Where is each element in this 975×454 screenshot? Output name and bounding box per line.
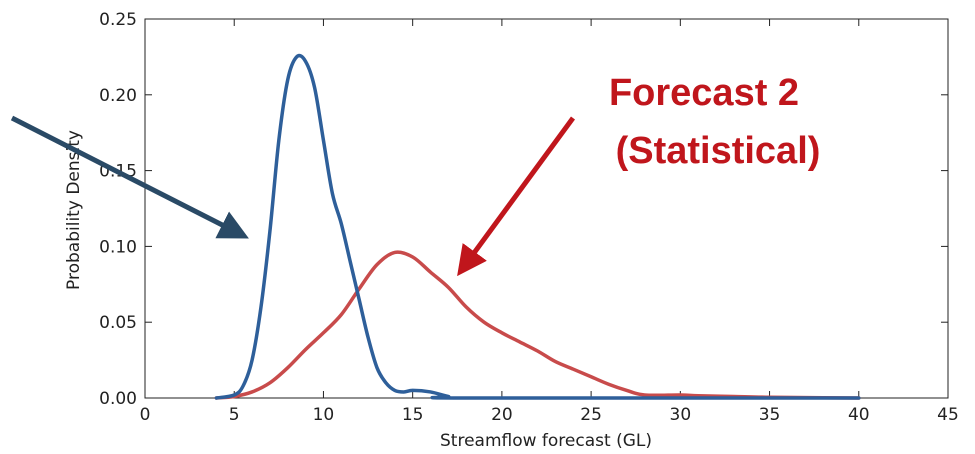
- y-tick-label: 0.00: [99, 389, 137, 409]
- y-tick-label: 0.20: [99, 86, 137, 106]
- plot-frame: [144, 18, 949, 399]
- x-tick-label: 25: [580, 405, 602, 425]
- annotation-arrow-blue: [10, 115, 249, 239]
- y-tick-label: 0.05: [99, 313, 137, 333]
- x-tick-label: 5: [229, 405, 240, 425]
- series-layer: [214, 53, 861, 400]
- x-tick-label: 20: [491, 405, 513, 425]
- x-tick-label: 15: [402, 405, 424, 425]
- x-tick-label: 35: [759, 405, 781, 425]
- y-tick-label: 0.10: [99, 237, 137, 257]
- y-tick-label: 0.25: [99, 10, 137, 30]
- y-axis-label: Probability Density: [64, 130, 84, 290]
- series-line-red: [214, 250, 861, 400]
- series-line-blue: [214, 53, 861, 400]
- annotation-forecast-2-line1: Forecast 2: [609, 72, 799, 114]
- x-tick-label: 45: [937, 405, 959, 425]
- annotation-arrow-red: [457, 116, 576, 277]
- x-axis-ticks: 0 5 10 15 20 25 30 35 40 45: [140, 19, 959, 425]
- x-axis-label: Streamflow forecast (GL): [440, 431, 652, 451]
- x-tick-label: 10: [313, 405, 335, 425]
- x-tick-label: 0: [140, 405, 151, 425]
- annotation-forecast-2-line2: (Statistical): [616, 130, 821, 172]
- x-tick-label: 30: [670, 405, 692, 425]
- x-tick-label: 40: [848, 405, 870, 425]
